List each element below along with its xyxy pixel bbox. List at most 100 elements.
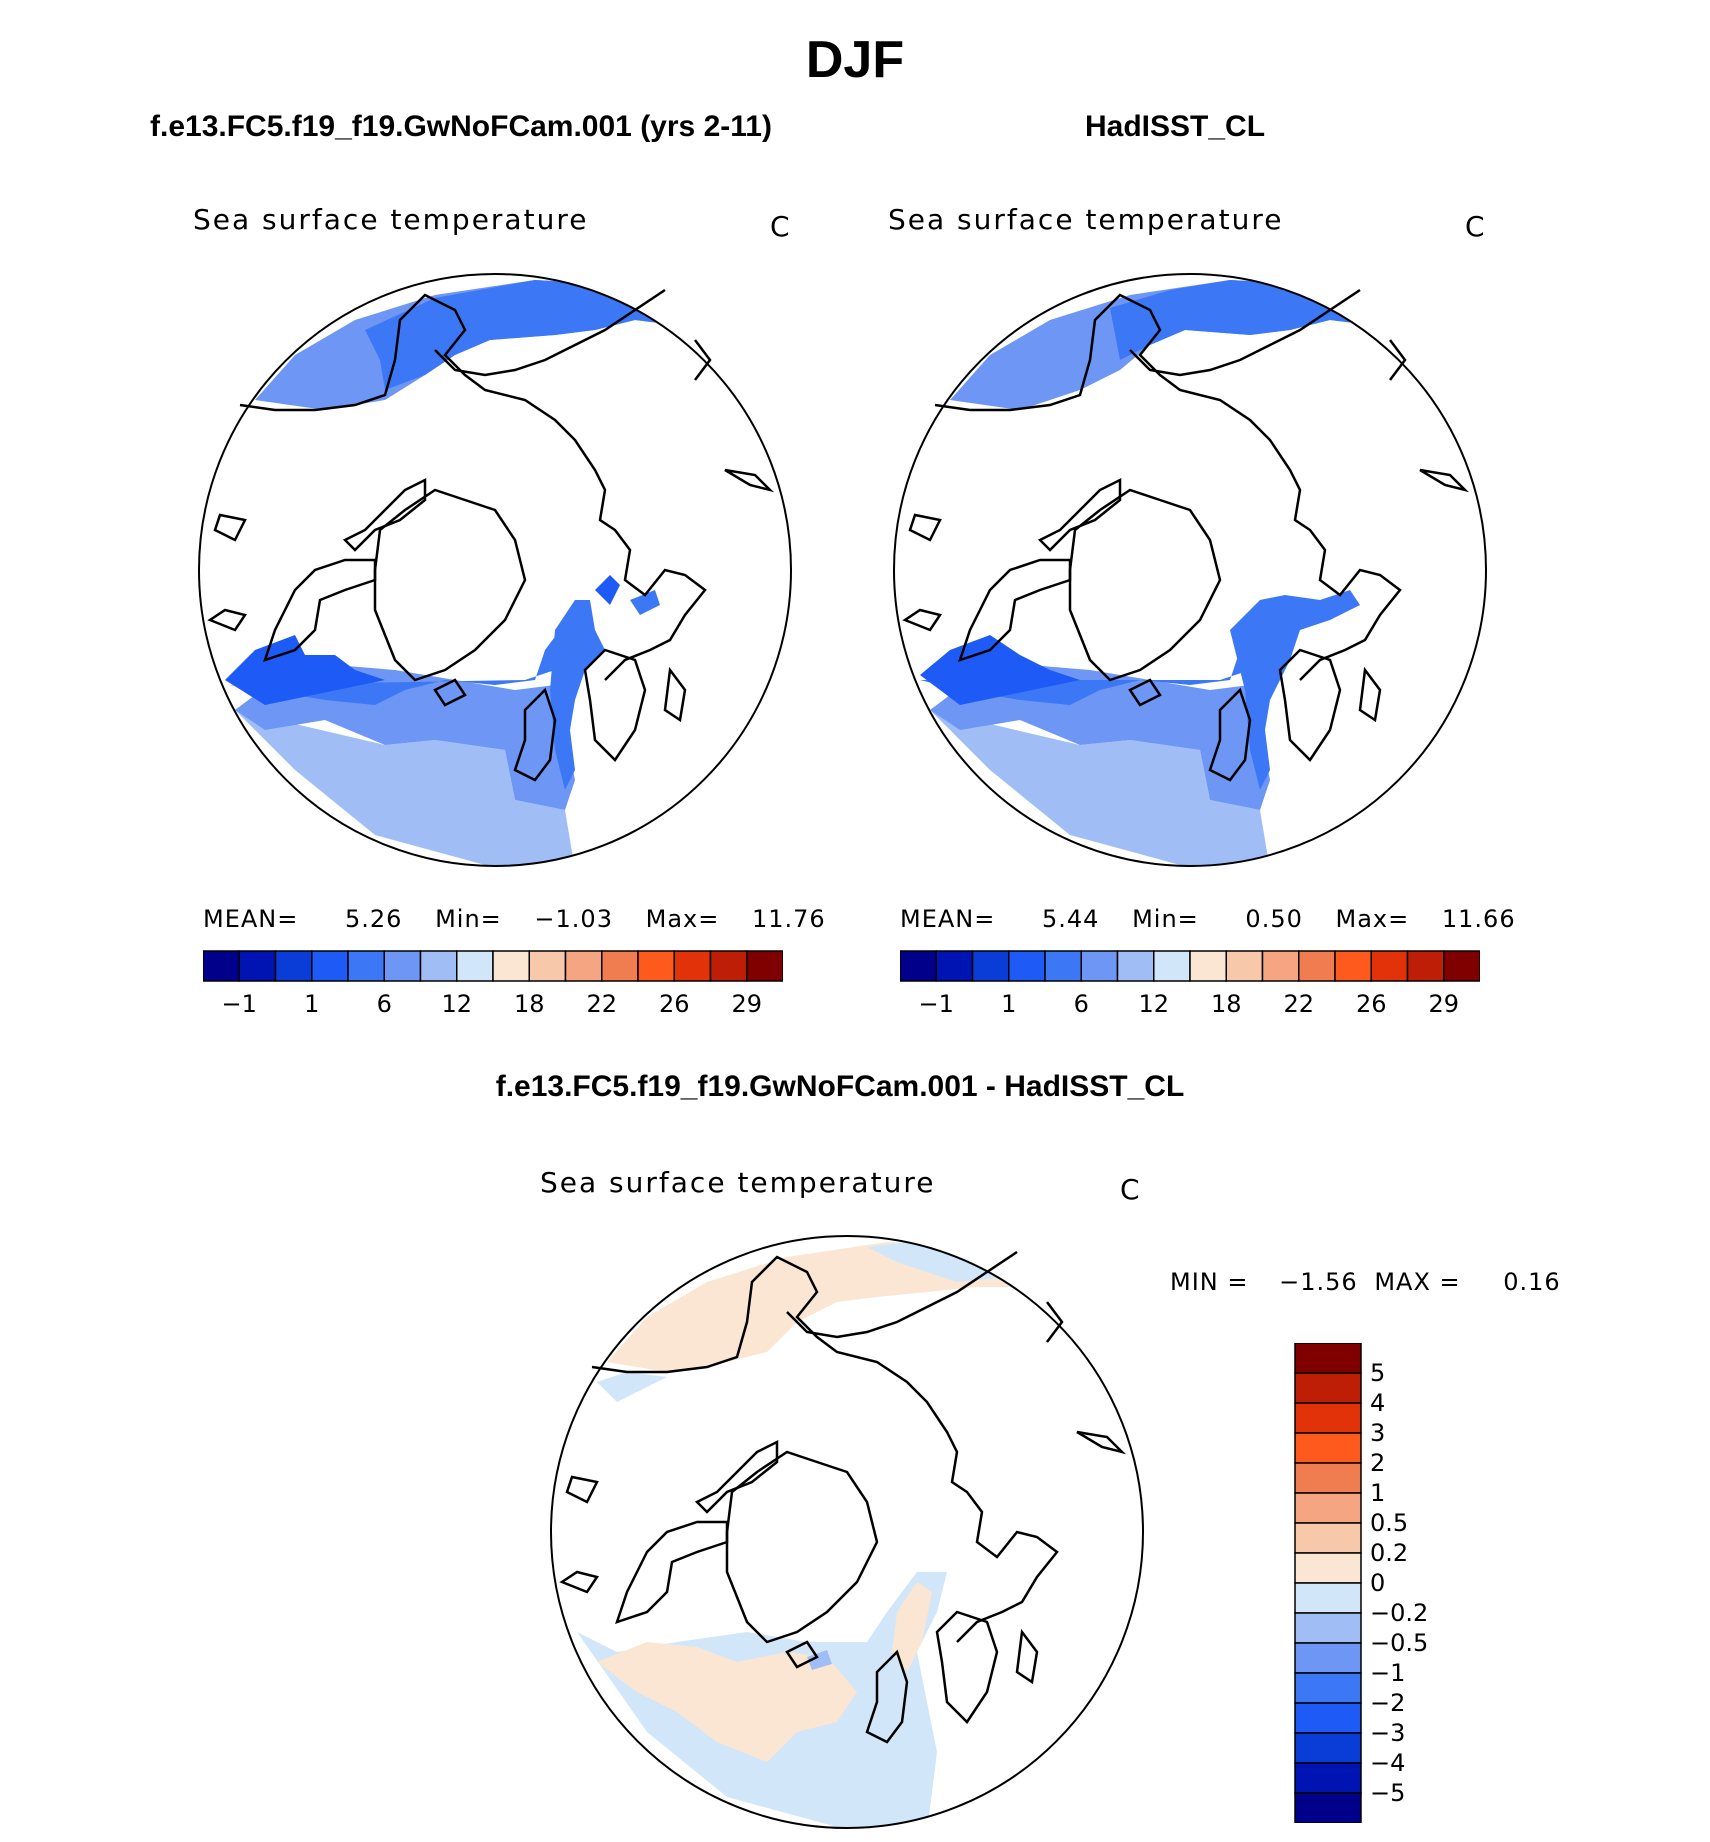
left-min-value: −1.03 <box>534 905 613 933</box>
left-max-value: 11.76 <box>751 905 826 933</box>
colorbar-box <box>564 950 603 982</box>
colorbar-box <box>419 950 458 982</box>
left-sst-norwegian <box>550 600 605 790</box>
colorbar-box <box>673 950 712 982</box>
right-coastlines <box>902 288 1470 782</box>
diff-colorbar-box <box>1294 1492 1362 1524</box>
left-sst-atlantic-lightest <box>235 710 575 866</box>
diff-polar-map <box>550 1235 1144 1829</box>
diff-colorbar-box <box>1294 1432 1362 1464</box>
left-tick: 12 <box>441 990 473 1018</box>
left-tick: 6 <box>376 990 392 1018</box>
diff-min-label: MIN = <box>1170 1268 1249 1296</box>
left-sst-atlantic-mid <box>230 610 575 705</box>
diff-tick: −5 <box>1370 1779 1406 1807</box>
left-tick: 18 <box>513 990 545 1018</box>
colorbar-box <box>1008 950 1046 982</box>
left-colorbar <box>203 950 783 982</box>
colorbar-box <box>1443 950 1480 982</box>
diff-min-value: −1.56 <box>1279 1268 1358 1296</box>
colorbar-box <box>1189 950 1227 982</box>
left-mean-value: 5.26 <box>345 905 403 933</box>
left-units: C <box>770 210 792 243</box>
left-sst-okhotsk <box>685 305 710 325</box>
colorbar-box <box>637 950 675 982</box>
diff-max-value: 0.16 <box>1503 1268 1561 1296</box>
right-tick: 18 <box>1210 990 1242 1018</box>
diff-colorbar-box <box>1294 1552 1362 1584</box>
diff-anom-cool-2 <box>807 1650 832 1670</box>
diff-colorbar-box <box>1294 1792 1362 1823</box>
diff-anom-atlantic-warm <box>597 1642 857 1762</box>
colorbar-box <box>900 950 937 982</box>
diff-colorbar-box <box>1294 1672 1362 1704</box>
left-tick: 26 <box>658 990 690 1018</box>
right-sst-atlantic-lightest <box>930 710 1270 866</box>
colorbar-box <box>1406 950 1445 982</box>
right-units: C <box>1465 210 1487 243</box>
colorbar-box <box>709 950 748 982</box>
left-sst-barents <box>595 575 620 605</box>
right-tick: −1 <box>918 990 954 1018</box>
left-coastlines <box>207 288 775 782</box>
colorbar-box <box>383 950 422 982</box>
colorbar-box <box>238 950 277 982</box>
diff-colorbar-box <box>1294 1732 1362 1764</box>
diff-tick: −3 <box>1370 1719 1406 1747</box>
figure-title: DJF <box>805 31 905 89</box>
diff-colorbar-box <box>1294 1402 1362 1434</box>
right-subtitle: Sea surface temperature <box>888 203 1284 236</box>
right-max-label: Max= <box>1335 905 1410 933</box>
diff-colorbar-box <box>1294 1702 1362 1734</box>
left-polar-map <box>198 273 792 867</box>
diff-max-label: MAX = <box>1374 1268 1461 1296</box>
colorbar-box <box>528 950 567 982</box>
colorbar-box <box>971 950 1010 982</box>
colorbar-box <box>1225 950 1264 982</box>
diff-anom-pacific-cool <box>597 1372 667 1402</box>
diff-units: C <box>1120 1173 1142 1206</box>
right-map-boundary <box>893 273 1487 867</box>
diff-tick: 0.2 <box>1370 1539 1409 1567</box>
diff-colorbar-box <box>1294 1462 1362 1494</box>
right-tick: 6 <box>1073 990 1089 1018</box>
colorbar-box <box>203 950 240 982</box>
diff-coastlines <box>559 1250 1127 1744</box>
right-sst-norwegian <box>1230 590 1360 790</box>
colorbar-box <box>1153 950 1191 982</box>
diff-stats: MIN = −1.56 MAX = 0.16 <box>1170 1268 1561 1296</box>
diff-tick: −0.5 <box>1370 1629 1429 1657</box>
diff-tick: −2 <box>1370 1689 1406 1717</box>
right-colorbar <box>900 950 1480 982</box>
diff-anom-norway-warm <box>892 1582 932 1672</box>
right-max-value: 11.66 <box>1441 905 1516 933</box>
left-map-boundary <box>198 273 792 867</box>
left-max-label: Max= <box>645 905 720 933</box>
diff-panel-heading: f.e13.FC5.f19_f19.GwNoFCam.001 - HadISST… <box>495 1070 1185 1103</box>
diff-colorbar-box <box>1294 1582 1362 1614</box>
right-mean-value: 5.44 <box>1042 905 1100 933</box>
right-min-value: 0.50 <box>1245 905 1303 933</box>
left-tick: 22 <box>586 990 618 1018</box>
right-tick: 26 <box>1355 990 1387 1018</box>
colorbar-box <box>1298 950 1336 982</box>
diff-subtitle: Sea surface temperature <box>540 1166 936 1199</box>
colorbar-box <box>746 950 783 982</box>
diff-colorbar-ticks: 5 4 3 2 1 0.5 0.2 0 −0.2 −0.5 −1 −2 −3 −… <box>1370 1343 1480 1823</box>
diff-colorbar-box <box>1294 1642 1362 1674</box>
colorbar-box <box>935 950 974 982</box>
left-sst-pacific-dark <box>365 280 695 390</box>
colorbar-box <box>601 950 639 982</box>
colorbar-box <box>1080 950 1119 982</box>
diff-tick: −4 <box>1370 1749 1406 1777</box>
right-stats: MEAN= 5.44 Min= 0.50 Max= 11.66 <box>900 905 1516 933</box>
right-sst-okhotsk <box>1375 305 1405 330</box>
right-tick: 12 <box>1138 990 1170 1018</box>
colorbar-box <box>1370 950 1409 982</box>
left-sst-atlantic-light <box>235 665 575 810</box>
diff-tick: 0.5 <box>1370 1509 1409 1537</box>
diff-colorbar-box <box>1294 1343 1362 1374</box>
left-subtitle: Sea surface temperature <box>193 203 589 236</box>
diff-tick: −1 <box>1370 1659 1406 1687</box>
left-sst-barents-2 <box>630 590 660 615</box>
